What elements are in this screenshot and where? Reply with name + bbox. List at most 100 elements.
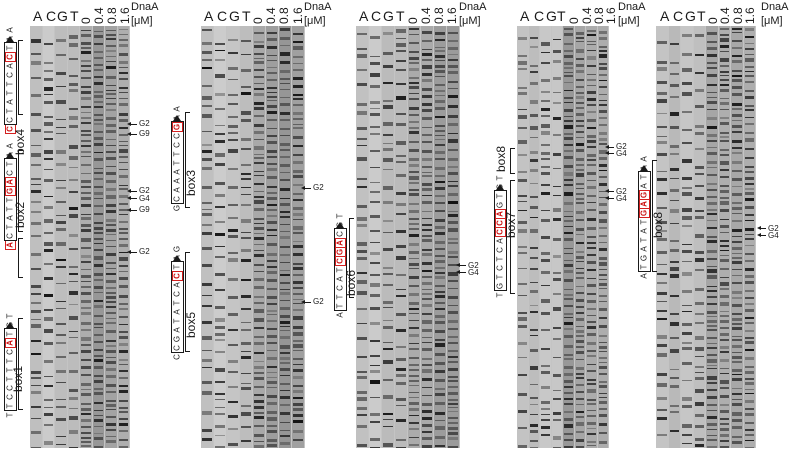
gel-band bbox=[575, 218, 584, 222]
gel-band bbox=[669, 368, 679, 371]
gel-band bbox=[43, 441, 53, 445]
gel-band bbox=[106, 408, 116, 411]
gel-band bbox=[529, 195, 538, 198]
gel-band bbox=[541, 209, 550, 211]
gel-band bbox=[118, 385, 128, 387]
gel-band bbox=[732, 252, 742, 254]
gel-band bbox=[241, 186, 251, 189]
gel-band bbox=[448, 385, 458, 388]
gel-band bbox=[118, 302, 128, 305]
gel-band bbox=[396, 122, 406, 127]
gel-band bbox=[43, 232, 53, 234]
gel-band bbox=[56, 132, 66, 135]
lane-label-t: T bbox=[557, 8, 566, 24]
gel-band bbox=[719, 58, 729, 62]
gel-band bbox=[202, 213, 212, 217]
gel-band bbox=[422, 117, 432, 120]
gel-band bbox=[43, 115, 53, 119]
gel-band bbox=[383, 378, 393, 381]
gel-band bbox=[118, 343, 128, 346]
gel-band bbox=[422, 386, 432, 389]
gel-band bbox=[564, 231, 573, 235]
gel-band bbox=[552, 436, 561, 441]
gel-band bbox=[707, 67, 717, 69]
gel-band bbox=[202, 201, 212, 204]
gel-band bbox=[81, 65, 91, 67]
gel-band bbox=[707, 219, 717, 222]
gel-band bbox=[541, 115, 550, 118]
gel-band bbox=[254, 53, 264, 55]
gel-band bbox=[267, 410, 277, 414]
gel-band bbox=[422, 224, 432, 226]
gel-band bbox=[81, 77, 91, 80]
gel-band bbox=[598, 196, 607, 199]
gel-band bbox=[106, 375, 116, 378]
gel-band bbox=[68, 408, 78, 410]
gel-band bbox=[744, 413, 754, 417]
lane-label-a: A bbox=[359, 8, 369, 24]
gel-band bbox=[267, 204, 277, 207]
gel-band bbox=[564, 418, 573, 422]
gel-band bbox=[732, 86, 742, 89]
gel-band bbox=[422, 275, 432, 279]
gel-band bbox=[732, 403, 742, 406]
gel-band bbox=[719, 302, 729, 306]
gel-band bbox=[422, 297, 432, 301]
gel-band bbox=[657, 397, 667, 401]
gel-band bbox=[370, 354, 380, 358]
gel-band bbox=[254, 190, 264, 193]
gel-lane bbox=[718, 26, 730, 448]
gel-band bbox=[254, 114, 264, 118]
gel-band bbox=[707, 416, 717, 419]
gel-band bbox=[56, 150, 66, 154]
lane-label-c: C bbox=[371, 8, 382, 24]
gel-band bbox=[732, 108, 742, 111]
gel-band bbox=[598, 345, 607, 349]
gel-band bbox=[694, 355, 704, 357]
gel-band bbox=[719, 218, 729, 221]
gel-band bbox=[118, 118, 128, 122]
gel-band bbox=[118, 28, 128, 31]
band-annotation: G2 bbox=[616, 142, 627, 151]
gel-band bbox=[409, 364, 419, 367]
gel-band bbox=[254, 157, 264, 159]
gel-band bbox=[575, 173, 584, 177]
gel-band bbox=[448, 256, 458, 259]
gel-band bbox=[518, 392, 527, 397]
gel-band bbox=[267, 310, 277, 313]
gel-band bbox=[598, 317, 607, 319]
gel-band bbox=[435, 143, 445, 147]
gel-band bbox=[357, 145, 367, 147]
gel-band bbox=[106, 423, 116, 426]
gel-band bbox=[669, 404, 679, 408]
gel-band bbox=[106, 339, 116, 343]
gel-band bbox=[118, 126, 128, 129]
gel-band bbox=[215, 92, 225, 97]
lane-label-g: G bbox=[546, 8, 557, 24]
gel-band bbox=[280, 335, 290, 340]
gel-band bbox=[744, 322, 754, 324]
gel-band bbox=[587, 445, 596, 447]
gel-band bbox=[541, 401, 550, 404]
concentration-label: 0 bbox=[406, 17, 420, 24]
sequence-frame bbox=[171, 261, 184, 353]
gel-band bbox=[435, 115, 445, 118]
highlight-box bbox=[5, 338, 16, 348]
gel-band bbox=[598, 366, 607, 369]
gel-band bbox=[669, 336, 679, 339]
gel-band bbox=[254, 146, 264, 150]
gel-lane bbox=[447, 26, 459, 448]
highlight-box bbox=[172, 271, 183, 281]
gel-band bbox=[202, 367, 212, 369]
gel-band bbox=[732, 387, 742, 390]
gel-band bbox=[707, 227, 717, 230]
gel-band bbox=[541, 172, 550, 175]
box-bracket bbox=[185, 252, 190, 352]
gel-band bbox=[215, 133, 225, 135]
gel-band bbox=[422, 39, 432, 42]
gel-band bbox=[707, 368, 717, 370]
gel-band bbox=[575, 261, 584, 263]
gel-band bbox=[357, 33, 367, 36]
gel-band bbox=[202, 166, 212, 171]
gel-band bbox=[598, 142, 607, 146]
